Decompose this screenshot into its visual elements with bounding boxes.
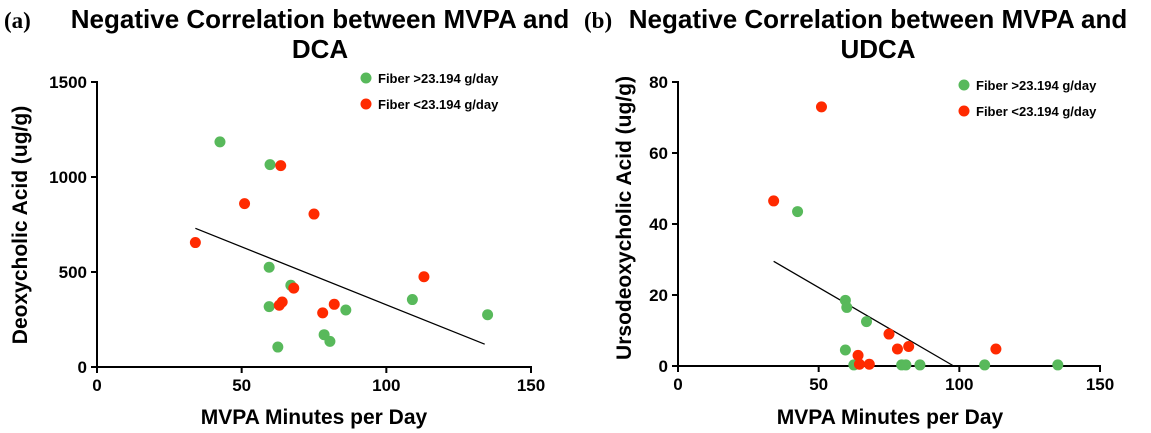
data-point [815,101,827,113]
x-tick-label: 0 [673,375,682,394]
legend-label: Fiber >23.194 g/day [976,78,1097,93]
chart-title-line-2: DCA [292,34,349,64]
data-point [324,335,336,347]
data-point [903,340,915,352]
x-tick-label: 0 [92,376,101,395]
data-point [239,198,251,210]
data-point [979,359,991,371]
chart-panel-a: (a) Negative Correlation between MVPA an… [4,4,569,429]
data-point [914,359,926,371]
y-tick-label: 0 [659,357,668,376]
data-point [406,294,418,306]
legend-label: Fiber <23.194 g/day [378,97,499,112]
y-axis-title: Deoxycholic Acid (ug/g) [9,106,32,344]
data-point [482,309,494,321]
y-tick-label: 1500 [49,73,87,92]
data-point [272,341,284,353]
legend-marker [958,105,970,117]
chart-title-line-1: Negative Correlation between MVPA and [629,4,1127,34]
data-point [863,358,875,370]
x-tick-label: 150 [517,376,545,395]
legend-label: Fiber >23.194 g/day [378,71,499,86]
y-tick-label: 40 [649,215,668,234]
data-point [317,307,329,319]
data-point [276,296,288,308]
data-point [288,282,300,294]
legend-marker [360,98,372,110]
x-axis-title: MVPA Minutes per Day [777,406,1004,429]
data-point [1052,359,1064,371]
x-tick-label: 100 [945,375,973,394]
legend-label: Fiber <23.194 g/day [976,104,1097,119]
chart-title-line-1: Negative Correlation between MVPA and [71,4,569,34]
chart-panel-b: (b) Negative Correlation between MVPA an… [584,4,1127,429]
data-point [883,328,895,340]
data-point [853,358,865,370]
data-point [990,343,1002,355]
data-point [275,160,287,172]
regression-line [773,260,955,367]
data-point [839,344,851,356]
data-point [768,195,780,207]
data-point [841,301,853,313]
regression-line [195,227,485,345]
legend-marker [360,72,372,84]
data-point [214,136,226,148]
y-tick-label: 1000 [49,168,87,187]
data-point [340,304,352,316]
panel-label: (a) [4,8,31,33]
x-tick-label: 50 [232,376,251,395]
chart-title-line-2: UDCA [840,34,915,64]
data-point [189,237,201,249]
data-point [264,159,276,171]
x-tick-label: 100 [372,376,400,395]
y-tick-label: 500 [59,263,87,282]
y-tick-label: 80 [649,73,668,92]
y-tick-label: 60 [649,144,668,163]
legend-marker [958,79,970,91]
y-tick-label: 0 [78,358,87,377]
data-point [891,343,903,355]
x-axis-title: MVPA Minutes per Day [201,406,428,429]
data-point [263,261,275,273]
data-point [328,298,340,310]
data-point [792,206,804,218]
data-point [900,359,912,371]
data-point [308,208,320,220]
data-point [860,316,872,328]
x-tick-label: 50 [809,375,828,394]
panel-label: (b) [584,8,612,33]
data-point [852,349,864,361]
data-point [263,301,275,313]
y-tick-label: 20 [649,286,668,305]
y-axis-title: Ursodeoxycholic Acid (ug/g) [613,76,636,360]
x-tick-label: 150 [1086,375,1114,394]
data-point [418,271,430,283]
